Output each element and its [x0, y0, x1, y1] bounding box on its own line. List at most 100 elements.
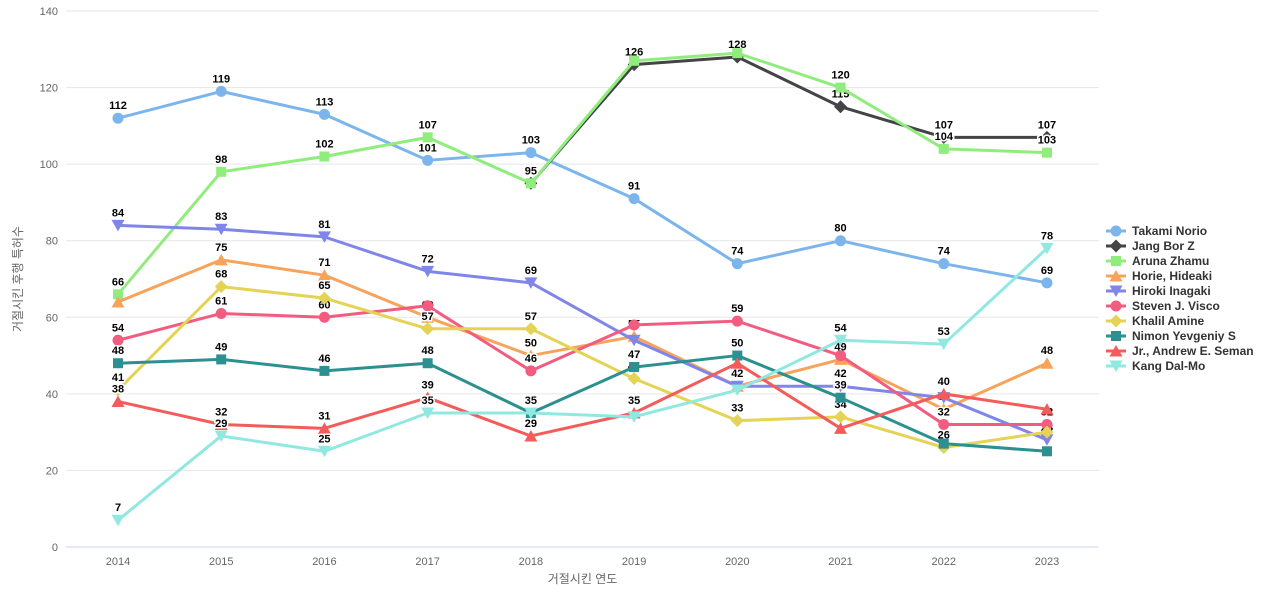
data-point-label: 81 — [318, 219, 330, 231]
data-point[interactable] — [113, 289, 123, 300]
legend-item-hiroki-inagaki[interactable]: Hiroki Inagaki — [1106, 284, 1211, 298]
legend-item-khalil-amine[interactable]: Khalil Amine — [1106, 314, 1205, 328]
data-point[interactable] — [214, 418, 228, 430]
series-line — [116, 51, 1049, 296]
data-point[interactable] — [937, 387, 951, 400]
legend-item-jr-andrew-e-seman[interactable]: Jr., Andrew E. Seman — [1106, 344, 1254, 358]
data-point[interactable] — [216, 354, 227, 365]
data-point[interactable] — [730, 414, 744, 428]
data-point[interactable] — [317, 231, 331, 243]
data-point[interactable] — [112, 334, 124, 346]
data-point[interactable] — [319, 151, 330, 162]
data-point[interactable] — [214, 430, 228, 442]
data-point[interactable] — [214, 280, 228, 294]
data-point[interactable] — [524, 349, 538, 362]
data-point[interactable] — [422, 358, 433, 369]
data-point[interactable] — [938, 143, 949, 154]
data-point[interactable] — [1041, 147, 1052, 158]
legend-item-jang-bor-z[interactable]: Jang Bor Z — [1106, 239, 1195, 253]
data-point[interactable] — [111, 514, 125, 527]
data-point[interactable] — [1040, 425, 1054, 439]
data-point[interactable] — [112, 112, 124, 124]
data-point[interactable] — [1040, 357, 1054, 369]
data-point[interactable] — [318, 311, 330, 323]
data-point[interactable] — [732, 350, 743, 361]
data-point[interactable] — [525, 178, 536, 189]
data-point[interactable] — [627, 334, 641, 347]
data-point[interactable] — [1041, 277, 1053, 289]
data-point[interactable] — [628, 193, 640, 205]
data-point[interactable] — [421, 322, 435, 336]
data-point[interactable] — [937, 130, 951, 144]
legend-item-takami-norio[interactable]: Takami Norio — [1106, 224, 1207, 238]
data-point[interactable] — [317, 269, 331, 281]
data-point[interactable] — [834, 334, 848, 347]
data-point[interactable] — [938, 258, 950, 270]
data-point[interactable] — [937, 403, 951, 415]
data-point[interactable] — [835, 350, 847, 362]
data-point[interactable] — [111, 295, 125, 308]
data-point[interactable] — [1040, 242, 1054, 255]
data-point[interactable] — [1041, 418, 1053, 430]
data-point[interactable] — [319, 365, 330, 376]
data-point[interactable] — [421, 265, 435, 278]
data-point[interactable] — [1040, 434, 1054, 446]
data-point[interactable] — [834, 380, 848, 393]
data-point[interactable] — [422, 154, 434, 166]
x-tick-label: 2023 — [1035, 556, 1059, 568]
data-point[interactable] — [422, 132, 433, 143]
data-point[interactable] — [524, 277, 538, 289]
data-point-label: 74 — [731, 246, 744, 258]
data-point[interactable] — [421, 407, 435, 420]
data-point[interactable] — [629, 55, 640, 66]
data-point[interactable] — [215, 85, 227, 97]
legend-item-horie-hideaki[interactable]: Horie, Hideaki — [1106, 269, 1212, 283]
legend-item-kang-dal-mo[interactable]: Kang Dal-Mo — [1106, 359, 1205, 373]
data-point[interactable] — [421, 391, 435, 404]
data-point[interactable] — [1040, 403, 1054, 415]
data-point[interactable] — [834, 410, 848, 424]
data-point[interactable] — [629, 362, 640, 373]
data-point[interactable] — [627, 411, 641, 423]
data-point[interactable] — [938, 438, 949, 449]
data-point[interactable] — [214, 253, 228, 266]
data-point[interactable] — [835, 82, 846, 93]
data-point[interactable] — [731, 315, 743, 327]
data-point[interactable] — [835, 392, 846, 403]
data-point[interactable] — [628, 319, 640, 331]
data-point[interactable] — [1040, 130, 1054, 144]
data-point[interactable] — [317, 445, 331, 458]
data-point[interactable] — [627, 372, 641, 386]
data-point[interactable] — [938, 418, 950, 430]
data-point[interactable] — [113, 358, 123, 369]
legend-item-aruna-zhamu[interactable]: Aruna Zhamu — [1106, 254, 1209, 268]
data-point[interactable] — [730, 384, 744, 397]
data-point[interactable] — [834, 422, 848, 434]
data-point[interactable] — [525, 147, 537, 159]
data-point[interactable] — [318, 108, 330, 120]
data-point[interactable] — [1041, 446, 1052, 457]
data-point[interactable] — [421, 311, 435, 323]
data-point[interactable] — [215, 307, 227, 319]
data-point[interactable] — [524, 429, 538, 442]
legend-item-steven-j-visco[interactable]: Steven J. Visco — [1106, 299, 1220, 313]
diamond-icon — [1109, 314, 1123, 328]
data-point[interactable] — [422, 300, 434, 312]
data-point[interactable] — [214, 223, 228, 236]
data-point[interactable] — [111, 383, 125, 397]
data-point[interactable] — [730, 357, 744, 369]
data-point[interactable] — [524, 407, 538, 420]
data-point[interactable] — [525, 365, 537, 377]
data-point[interactable] — [937, 338, 951, 351]
data-point[interactable] — [317, 291, 331, 305]
data-point[interactable] — [732, 48, 743, 59]
legend-item-nimon-yevgeniy-s[interactable]: Nimon Yevgeniy S — [1106, 329, 1236, 343]
data-point[interactable] — [524, 322, 538, 336]
data-point[interactable] — [317, 422, 331, 434]
data-point[interactable] — [835, 235, 847, 247]
data-point[interactable] — [111, 219, 125, 232]
data-point[interactable] — [731, 258, 743, 270]
data-point[interactable] — [216, 166, 227, 177]
data-point[interactable] — [111, 395, 125, 408]
data-point[interactable] — [834, 100, 848, 114]
